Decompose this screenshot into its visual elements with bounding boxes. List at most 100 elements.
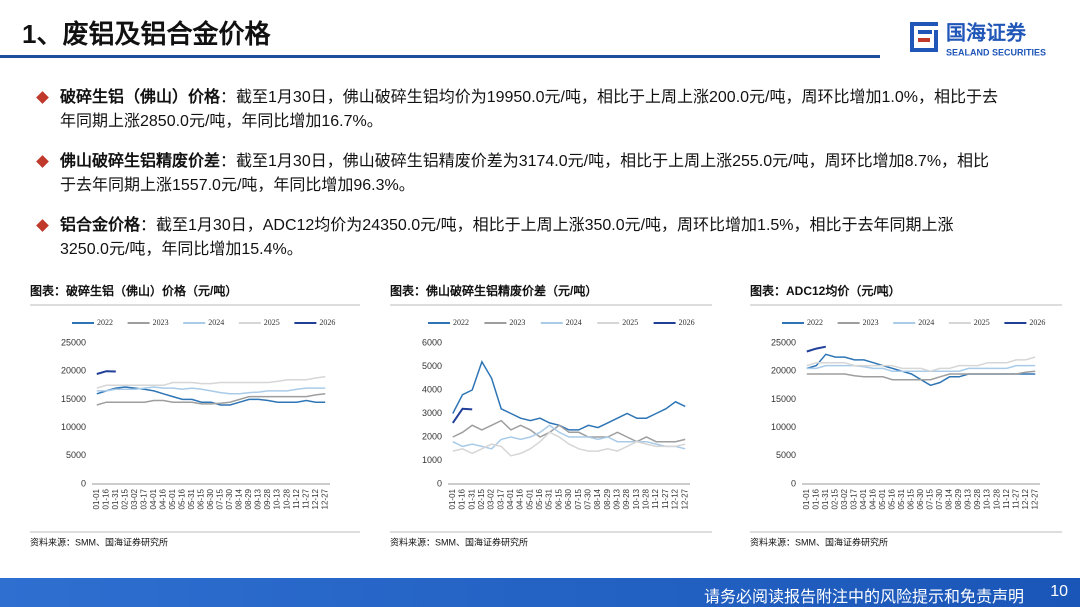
x-tick-label: 12-12 [311,488,320,509]
series-line [451,407,473,424]
y-tick-label: 25000 [61,337,86,347]
series-line [96,386,326,395]
x-tick-label: 08-14 [235,488,244,509]
series-line [452,424,686,450]
x-tick-label: 05-16 [888,488,897,509]
x-tick-label: 11-27 [661,488,670,508]
footer-bar [0,578,1080,607]
y-tick-label: 15000 [61,394,86,404]
x-tick-label: 10-13 [632,488,641,509]
x-tick-label: 09-13 [254,488,263,509]
x-tick-label: 12-27 [680,488,689,509]
x-tick-label: 01-31 [111,488,120,509]
bullet-label: 佛山破碎生铝精废价差 [60,153,221,170]
series-line [806,364,1036,372]
legend-label: 2025 [264,318,280,327]
series-line [452,360,686,431]
x-tick-label: 05-01 [878,488,887,509]
legend-label: 2022 [807,318,823,327]
logo-en: SEALAND SECURITIES [946,47,1046,57]
bullet: 佛山破碎生铝精废价差：截至1月30日，佛山破碎生铝精废价差为3174.0元/吨，… [36,150,1000,198]
series-line [806,345,826,353]
x-tick-label: 07-30 [225,488,234,509]
x-tick-label: 12-27 [1030,488,1039,509]
x-tick-label: 01-16 [458,488,467,509]
x-tick-label: 07-30 [583,488,592,509]
x-tick-label: 11-12 [292,488,301,508]
x-tick-label: 10-28 [992,488,1001,509]
legend-label: 2024 [208,318,224,327]
x-tick-label: 01-16 [811,488,820,509]
y-tick-label: 10000 [771,422,796,432]
x-tick-label: 03-17 [849,488,858,509]
bullet-text: ：截至1月30日，佛山破碎生铝均价为19950.0元/吨，相比于上周上涨200.… [60,89,998,130]
x-tick-label: 05-01 [168,488,177,509]
x-tick-label: 04-01 [506,488,515,509]
x-tick-label: 08-14 [593,488,602,509]
x-tick-label: 01-31 [821,488,830,509]
y-tick-label: 20000 [771,366,796,376]
x-tick-label: 06-15 [554,488,563,509]
disclaimer: 请务必阅读报告附注中的风险提示和免责声明 [703,589,1024,606]
bullet: 铝合金价格：截至1月30日，ADC12均价为24350.0元/吨，相比于上周上涨… [36,214,1000,262]
bullet: 破碎生铝（佛山）价格：截至1月30日，佛山破碎生铝均价为19950.0元/吨，相… [36,86,1000,134]
x-tick-label: 06-15 [197,488,206,509]
x-tick-label: 06-30 [206,488,215,509]
x-tick-label: 06-30 [564,488,573,509]
x-tick-label: 11-27 [301,488,310,508]
x-tick-label: 08-29 [244,488,253,509]
bullet-label: 破碎生铝（佛山）价格 [60,89,221,106]
x-tick-label: 07-30 [935,488,944,509]
x-tick-label: 05-31 [187,488,196,509]
chart-title: 图表：佛山破碎生铝精废价差（元/吨） [390,283,597,298]
legend-label: 2022 [453,318,469,327]
chart-title: 图表：破碎生铝（佛山）价格（元/吨） [30,283,237,298]
x-tick-label: 03-02 [487,488,496,509]
x-tick-label: 06-30 [916,488,925,509]
x-tick-label: 12-12 [671,488,680,509]
x-tick-label: 04-01 [149,488,158,509]
x-tick-label: 09-28 [622,488,631,509]
x-tick-label: 11-12 [1002,488,1011,508]
y-tick-label: 5000 [422,361,442,371]
x-tick-label: 01-01 [92,488,101,509]
x-tick-label: 04-01 [859,488,868,509]
slide-title: 1、废铝及铝合金价格 [22,19,271,49]
bullet-text: ：截至1月30日，ADC12均价为24350.0元/吨，相比于上周上涨350.0… [60,217,954,258]
x-tick-label: 10-13 [983,488,992,509]
y-tick-label: 0 [81,478,86,488]
x-tick-label: 07-15 [216,488,225,509]
series-line [452,431,686,457]
x-tick-label: 09-28 [973,488,982,509]
series-line [452,419,686,443]
x-tick-label: 11-27 [1011,488,1020,508]
header-rule [0,55,880,58]
x-tick-label: 03-17 [496,488,505,509]
page-number: 10 [1050,583,1068,600]
legend-label: 2026 [679,318,695,327]
legend-label: 2023 [509,318,525,327]
logo: 国海证券 SEALAND SECURITIES [910,20,1046,57]
chart-title: 图表：ADC12均价（元/吨） [750,283,901,298]
x-tick-label: 05-16 [535,488,544,509]
x-tick-label: 08-14 [945,488,954,509]
series-line [806,356,1036,372]
x-tick-label: 11-12 [651,488,660,508]
logo-cn: 国海证券 [946,20,1027,44]
series-line [96,370,116,375]
x-tick-label: 12-12 [1021,488,1030,509]
y-tick-label: 5000 [66,450,86,460]
bullet-label: 铝合金价格 [60,217,141,234]
x-tick-label: 01-01 [448,488,457,509]
x-tick-label: 10-28 [642,488,651,509]
x-tick-label: 01-16 [101,488,110,509]
y-tick-label: 15000 [771,394,796,404]
x-tick-label: 03-02 [130,488,139,509]
chart-source: 资料来源：SMM、国海证券研究所 [750,536,888,547]
y-tick-label: 0 [437,478,442,488]
x-tick-label: 05-16 [178,488,187,509]
x-tick-label: 02-15 [830,488,839,509]
y-tick-label: 20000 [61,366,86,376]
legend-label: 2023 [863,318,879,327]
